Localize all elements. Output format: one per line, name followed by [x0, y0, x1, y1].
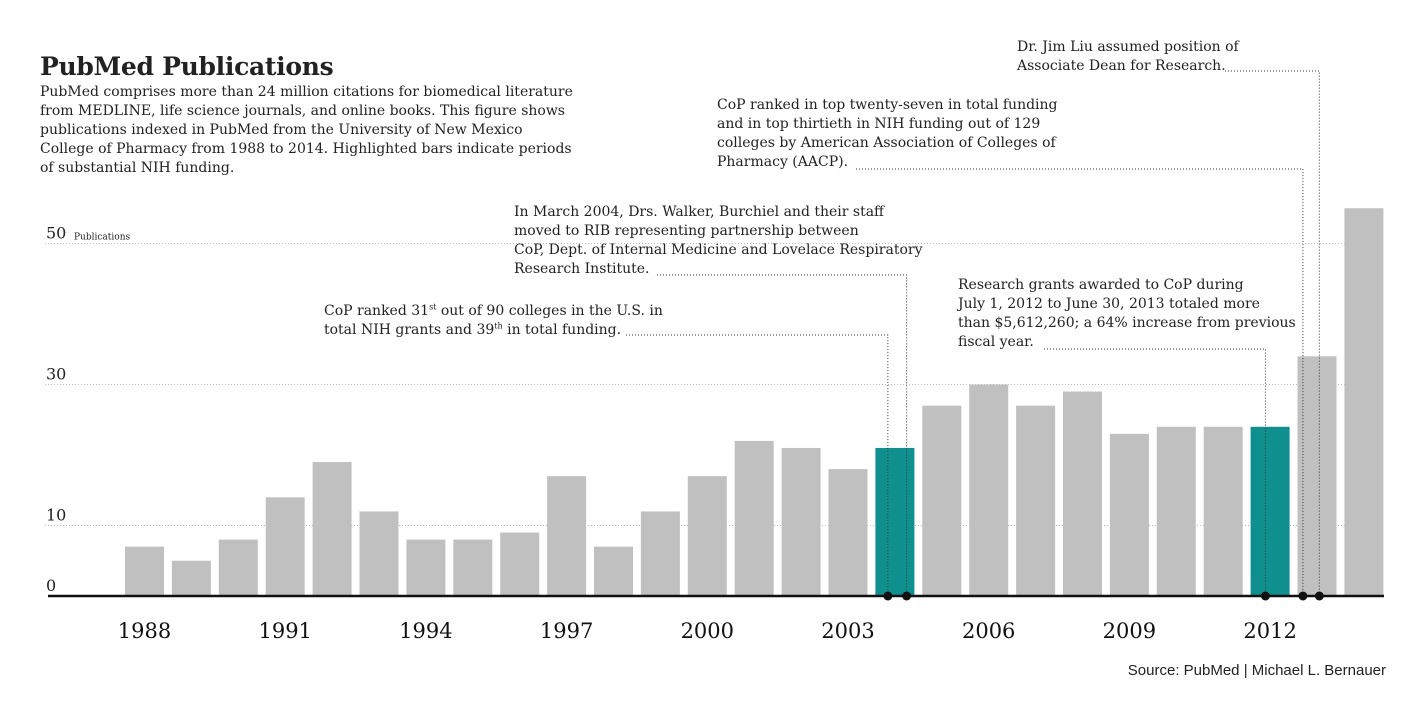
annotation-line: total NIH grants and 39th in total fundi… — [324, 321, 622, 338]
annotation-line: moved to RIB representing partnership be… — [514, 223, 859, 239]
bar — [687, 476, 727, 596]
annotation-line: and in top thirtieth in NIH funding out … — [717, 116, 1041, 132]
bar — [969, 384, 1009, 596]
bar — [781, 447, 821, 596]
annotation-line: Dr. Jim Liu assumed position of — [1017, 39, 1239, 55]
bar — [218, 539, 258, 596]
bar — [1109, 433, 1149, 596]
event-marker — [1314, 591, 1324, 601]
annotation-line: Pharmacy (AACP). — [717, 154, 849, 170]
y-axis-unit-label: Publications — [74, 233, 130, 243]
annotation-rib-move: In March 2004, Drs. Walker, Burchiel and… — [514, 203, 923, 279]
description-line: publications indexed in PubMed from the … — [40, 122, 523, 138]
y-tick-label: 10 — [46, 506, 66, 525]
annotation-line: than $5,612,260; a 64% increase from pre… — [958, 315, 1296, 331]
bar — [265, 497, 305, 596]
x-tick-label: 1991 — [258, 619, 311, 643]
bar — [922, 405, 962, 596]
x-tick-label: 1997 — [540, 619, 593, 643]
bar — [1297, 356, 1337, 596]
bar — [500, 532, 540, 596]
bar — [640, 511, 680, 596]
event-marker — [902, 591, 912, 601]
annotation-line: In March 2004, Drs. Walker, Burchiel and… — [514, 204, 885, 220]
bar — [1156, 426, 1196, 596]
bar — [1016, 405, 1056, 596]
bar — [125, 546, 164, 596]
annotation-line: CoP ranked in top twenty-seven in total … — [717, 97, 1058, 113]
y-tick-label: 0 — [46, 576, 56, 595]
annotation-line: July 1, 2012 to June 30, 2013 totaled mo… — [958, 296, 1260, 312]
description-line: of substantial NIH funding. — [40, 160, 235, 176]
bar — [828, 469, 868, 596]
annotation-line: Research grants awarded to CoP during — [958, 277, 1244, 293]
description-line: PubMed comprises more than 24 million ci… — [40, 84, 573, 100]
description-line: College of Pharmacy from 1988 to 2014. H… — [40, 141, 572, 157]
event-marker — [1260, 591, 1270, 601]
bar — [1344, 208, 1384, 596]
annotation-line: CoP, Dept. of Internal Medicine and Love… — [514, 242, 923, 258]
annotation-cop-ranked-31st: CoP ranked 31st out of 90 colleges in th… — [324, 302, 663, 340]
bar — [547, 476, 587, 596]
annotation-line: colleges by American Association of Coll… — [717, 135, 1056, 151]
x-tick-label: 2009 — [1103, 619, 1156, 643]
annotation-associate-dean: Dr. Jim Liu assumed position of Associat… — [1017, 38, 1239, 76]
event-marker — [883, 591, 893, 601]
annotation-line: Associate Dean for Research. — [1017, 58, 1226, 74]
annotation-leader-line — [626, 334, 889, 596]
bar — [1063, 391, 1102, 596]
bar — [171, 560, 211, 596]
annotation-aacp-ranking: CoP ranked in top twenty-seven in total … — [717, 96, 1058, 172]
bar — [594, 546, 633, 596]
bar — [359, 511, 399, 596]
annotation-leader-line — [657, 274, 908, 596]
x-tick-label: 2000 — [681, 619, 734, 643]
annotation-line: Research Institute. — [514, 261, 650, 277]
x-tick-label: 2003 — [821, 619, 874, 643]
event-marker — [1298, 591, 1308, 601]
bar — [734, 440, 774, 596]
y-tick-label: 30 — [46, 365, 66, 384]
chart-description: PubMed comprises more than 24 million ci… — [40, 83, 580, 178]
annotation-line: fiscal year. — [958, 334, 1034, 350]
source-credit: Source: PubMed | Michael L. Bernauer — [1127, 662, 1386, 679]
annotation-line: CoP ranked 31st out of 90 colleges in th… — [324, 302, 663, 319]
bar — [453, 539, 493, 596]
highlighted-bar — [1250, 426, 1290, 596]
x-tick-label: 2012 — [1243, 619, 1296, 643]
x-tick-label: 1988 — [118, 619, 171, 643]
y-tick-label: 50 — [46, 224, 66, 243]
highlighted-bar — [875, 447, 915, 596]
bar — [406, 539, 446, 596]
x-tick-label: 2006 — [962, 619, 1015, 643]
bar — [1203, 426, 1243, 596]
bar — [312, 462, 352, 596]
chart-title: PubMed Publications — [40, 52, 334, 81]
x-tick-label: 1994 — [399, 619, 452, 643]
annotation-leader-line — [1225, 70, 1320, 596]
annotation-research-grants: Research grants awarded to CoP during Ju… — [958, 276, 1296, 352]
description-line: from MEDLINE, life science journals, and… — [40, 103, 565, 119]
